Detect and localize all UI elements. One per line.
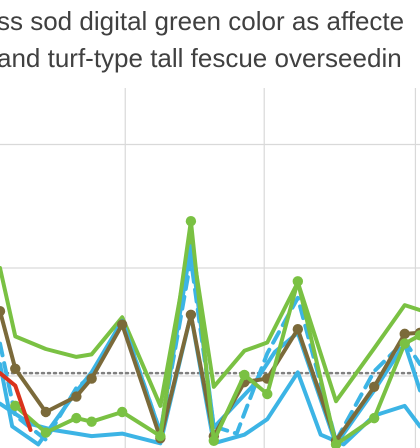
series-5-point-7	[208, 435, 220, 446]
series-5-point-4	[116, 406, 128, 418]
series-4-point-7	[185, 309, 197, 320]
series-5-point-6	[185, 216, 197, 227]
series-4-point-13	[368, 381, 380, 392]
series-5-point-10	[292, 276, 304, 287]
series-5-point-13	[399, 338, 410, 349]
series-4-point-2	[40, 406, 52, 418]
series-4-point-14	[399, 328, 410, 340]
series-4-point-3	[71, 391, 82, 402]
series-4-point-11	[292, 324, 304, 335]
series-4-point-0	[0, 306, 6, 317]
series-5-point-5	[155, 430, 166, 442]
series-5-point-0	[10, 400, 21, 412]
series-5-point-11	[330, 439, 342, 448]
series-5-point-1	[40, 427, 52, 438]
series-4-point-4	[86, 373, 97, 384]
series-5-point-2	[71, 412, 82, 424]
series-5-point-8	[239, 369, 250, 381]
chart-title-line-1: ss sod digital green color as affecte	[0, 6, 404, 36]
series-line-6	[0, 371, 33, 432]
chart-title: ss sod digital green color as affecte an…	[0, 6, 404, 73]
series-5-point-9	[262, 388, 273, 400]
series-5-point-3	[86, 416, 97, 427]
series-5-point-12	[368, 412, 380, 424]
series-group	[0, 216, 420, 448]
series-5-point-14	[414, 330, 420, 341]
series-4-point-1	[10, 363, 21, 374]
series-4-point-5	[116, 319, 128, 330]
gridlines	[0, 88, 420, 448]
chart-title-line-2: and turf-type tall fescue overseedin	[0, 43, 402, 73]
series-line-4	[0, 309, 420, 443]
series-line-0	[0, 236, 420, 408]
